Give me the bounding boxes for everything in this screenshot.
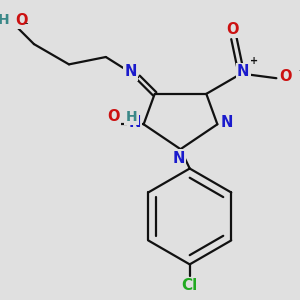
Text: Cl: Cl [182, 278, 198, 293]
Text: N: N [237, 64, 249, 79]
Text: -: - [25, 18, 28, 28]
Text: O: O [107, 110, 119, 124]
Text: N: N [172, 151, 185, 166]
Text: O: O [279, 69, 292, 84]
Text: +: + [250, 56, 258, 66]
Text: H: H [126, 110, 137, 124]
Text: O: O [15, 13, 27, 28]
Text: H: H [0, 13, 9, 27]
Text: N: N [128, 115, 141, 130]
Text: N: N [124, 64, 137, 79]
Text: N: N [220, 115, 233, 130]
Text: O: O [226, 22, 239, 37]
Text: -: - [298, 64, 300, 77]
